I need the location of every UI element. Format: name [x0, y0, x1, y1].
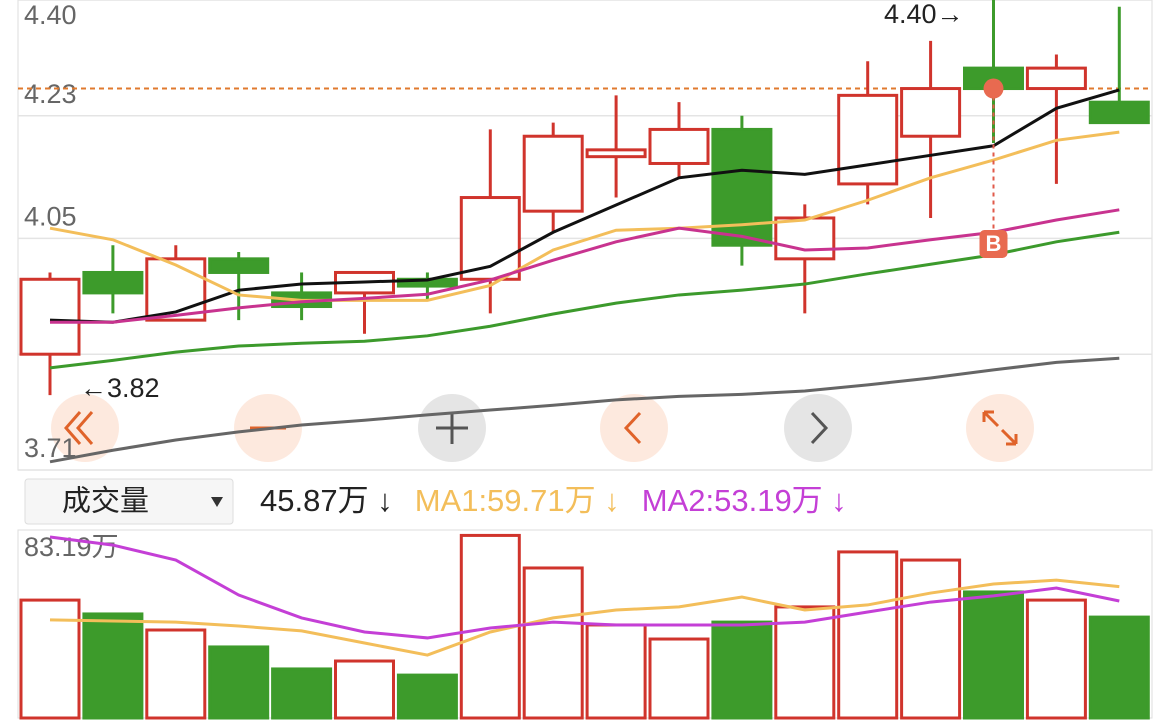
- candle-body: [900, 87, 962, 138]
- candle-body: [208, 257, 270, 274]
- toolbar-icon[interactable]: [982, 410, 1018, 446]
- volume-bar: [145, 628, 207, 720]
- toolbar: [51, 394, 1034, 462]
- signal-dot: [983, 78, 1004, 99]
- toolbar-button[interactable]: [600, 394, 668, 462]
- candle-body: [145, 257, 207, 322]
- moving-average-line: [49, 130, 1120, 302]
- signal-label: B: [986, 231, 1002, 256]
- candle-body: [522, 134, 584, 213]
- moving-average-line: [50, 208, 1120, 324]
- y-tick-label: 4.23: [24, 79, 77, 109]
- indicator-select[interactable]: 成交量: [24, 478, 234, 525]
- volume-bar: [396, 673, 458, 720]
- volume-readout: MA1:59.71万 ↓: [415, 483, 620, 518]
- toolbar-icon[interactable]: [810, 411, 829, 445]
- volume-bar: [774, 605, 836, 720]
- candle-body: [82, 270, 144, 295]
- toolbar-icon[interactable]: [64, 411, 94, 445]
- volume-bar: [837, 550, 899, 720]
- candle-body: [19, 277, 81, 356]
- toolbar-icon[interactable]: [623, 411, 642, 445]
- volume-frame: [17, 529, 1153, 719]
- volume-bar: [522, 566, 584, 720]
- volume-ma-line: [49, 535, 1120, 640]
- moving-average-line: [49, 88, 1120, 324]
- candle-body: [1025, 66, 1087, 91]
- volume-bar: [648, 637, 710, 720]
- volume-bar: [208, 645, 270, 720]
- dropdown-caret[interactable]: [211, 497, 223, 507]
- candle-body: [1088, 100, 1150, 125]
- toolbar-button[interactable]: [784, 394, 852, 462]
- toolbar-button[interactable]: [51, 394, 119, 462]
- price-annotation: 4.40→: [884, 0, 964, 29]
- dropdown[interactable]: [24, 478, 234, 525]
- volume-bar: [900, 558, 962, 720]
- candle-body: [585, 148, 647, 159]
- volume-bar: [334, 659, 395, 720]
- volume-bar: [711, 620, 773, 720]
- candle-body: [774, 216, 836, 261]
- volume-bar: [1088, 615, 1150, 720]
- candle-body: [837, 93, 899, 186]
- volume-readout: 45.87万 ↓: [260, 483, 393, 518]
- volume-bar: [1025, 598, 1087, 720]
- volume-bar: [963, 590, 1024, 720]
- toolbar-icon[interactable]: [436, 412, 468, 444]
- price-annotation: ←3.82: [80, 373, 160, 403]
- volume-bar: [19, 598, 81, 720]
- volume-ma-line: [49, 578, 1120, 657]
- y-tick-label: 4.40: [24, 0, 77, 30]
- candle-body: [711, 127, 773, 247]
- volume-bar: [82, 612, 144, 720]
- signal-badge: [979, 230, 1008, 258]
- volume-bar: [585, 623, 647, 720]
- toolbar-button[interactable]: [966, 394, 1034, 462]
- volume-bar: [271, 667, 333, 720]
- candle-body: [648, 127, 710, 165]
- y-tick-label: 4.05: [24, 202, 77, 232]
- moving-average-line: [49, 230, 1120, 370]
- moving-average-line: [49, 356, 1120, 464]
- dropdown-label[interactable]: 成交量: [62, 485, 149, 518]
- y-tick-label: 83.19万: [24, 532, 119, 562]
- volume-readout: MA2:53.19万 ↓: [642, 483, 847, 518]
